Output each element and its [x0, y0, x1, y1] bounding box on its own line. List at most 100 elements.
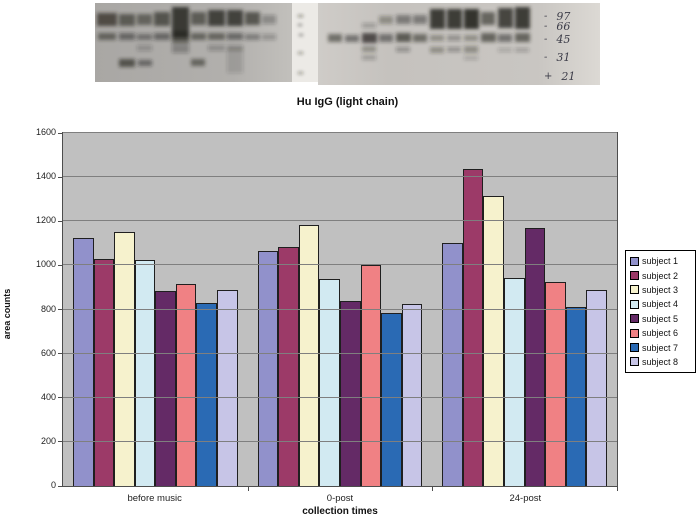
mw-marker: +21 — [544, 70, 575, 83]
x-axis-title: collection times — [302, 506, 378, 517]
bar[interactable] — [545, 281, 566, 486]
molecular-weight-markers: -97 -66 -45 -31 +21 — [540, 3, 600, 85]
gridline — [63, 440, 617, 442]
mw-label: 66 — [556, 20, 571, 33]
mw-marker: -97 — [544, 10, 570, 23]
gridline — [63, 264, 617, 266]
bar[interactable] — [196, 302, 218, 486]
mw-tick: - — [544, 11, 548, 22]
y-tick-label: 1400 — [35, 171, 56, 182]
legend-swatch — [630, 328, 639, 338]
bar-chart: area counts 0 200 400 600 800 1000 1200 1400 160… — [0, 125, 699, 522]
y-tick-label: 400 — [40, 391, 56, 402]
legend-swatch — [630, 299, 639, 309]
gridline — [63, 176, 617, 178]
bar[interactable] — [155, 290, 176, 486]
bar[interactable] — [73, 237, 94, 486]
bar[interactable] — [381, 312, 402, 486]
y-tick-label: 1600 — [35, 127, 56, 137]
bar[interactable] — [93, 258, 115, 486]
y-tick-label: 1200 — [35, 215, 56, 226]
legend-swatch — [630, 256, 639, 266]
legend-item[interactable]: subject 6 — [628, 326, 693, 340]
y-tick-label: 200 — [40, 435, 56, 446]
bar-groups — [63, 133, 617, 486]
bar[interactable] — [134, 259, 156, 486]
bar-group — [63, 133, 248, 486]
legend-label: subject 3 — [642, 284, 679, 295]
bar[interactable] — [401, 303, 423, 486]
y-tick-label: 1000 — [35, 259, 56, 270]
y-tick-label: 800 — [40, 303, 56, 314]
legend-item[interactable]: subject 8 — [628, 355, 693, 369]
bar[interactable] — [524, 227, 546, 486]
legend-item[interactable]: subject 7 — [628, 340, 693, 354]
bar[interactable] — [462, 169, 484, 486]
mw-marker: -31 — [544, 51, 570, 64]
legend-swatch — [630, 357, 639, 367]
legend-swatch — [630, 343, 639, 353]
bar[interactable] — [339, 300, 361, 486]
bar[interactable] — [504, 277, 525, 486]
gridline — [63, 308, 617, 310]
bar[interactable] — [360, 265, 382, 486]
bar-group — [248, 133, 433, 486]
mw-marker: -45 — [544, 33, 570, 46]
mw-label: 21 — [561, 70, 576, 83]
legend-label: subject 1 — [642, 256, 679, 267]
y-axis-tick — [58, 309, 62, 310]
legend-label: subject 7 — [642, 342, 679, 353]
legend: subject 1 subject 2 subject 3 subject 4 subj… — [625, 250, 696, 374]
gridline — [63, 132, 617, 133]
bar[interactable] — [319, 278, 340, 486]
legend-label: subject 2 — [642, 270, 679, 281]
bar[interactable] — [278, 246, 299, 486]
x-axis-tick — [432, 487, 434, 491]
bar[interactable] — [114, 232, 135, 486]
legend-item[interactable]: subject 4 — [628, 297, 693, 311]
plot-area — [58, 132, 618, 491]
gridline — [63, 352, 617, 354]
legend-item[interactable]: subject 2 — [628, 268, 693, 282]
y-axis-title: area counts — [2, 288, 12, 340]
legend-swatch — [630, 285, 639, 295]
legend-swatch — [630, 314, 639, 324]
gridline — [63, 220, 617, 222]
western-blot-image: -97 -66 -45 -31 +21 — [95, 3, 600, 85]
legend-label: subject 4 — [642, 299, 679, 310]
category-label: before music — [127, 493, 182, 504]
mw-tick: + — [544, 71, 553, 82]
bar[interactable] — [298, 224, 320, 486]
bar[interactable] — [217, 289, 238, 486]
mw-label: 31 — [556, 51, 571, 64]
category-label: 0-post — [326, 493, 354, 504]
bar[interactable] — [257, 251, 279, 486]
mw-marker: -66 — [544, 20, 570, 33]
legend-label: subject 5 — [642, 313, 679, 324]
x-axis-tick — [617, 487, 618, 491]
legend-item[interactable]: subject 1 — [628, 254, 693, 268]
mw-tick: - — [544, 52, 548, 63]
y-axis-tick — [58, 397, 62, 399]
mw-label: 97 — [556, 10, 571, 23]
mw-tick: - — [544, 34, 548, 45]
y-axis-tick — [58, 176, 62, 178]
y-axis-tick — [58, 353, 62, 355]
legend-swatch — [630, 271, 639, 281]
blot-graphic — [95, 3, 600, 85]
legend-item[interactable]: subject 3 — [628, 283, 693, 297]
y-tick-label: 0 — [50, 480, 56, 490]
mw-tick: - — [544, 21, 548, 32]
bar[interactable] — [586, 289, 607, 486]
bar[interactable] — [442, 243, 463, 486]
bar[interactable] — [175, 284, 197, 486]
y-axis-tick — [58, 132, 62, 134]
legend-item[interactable]: subject 5 — [628, 312, 693, 326]
bar[interactable] — [483, 195, 505, 486]
y-axis-tick — [58, 264, 62, 266]
legend-label: subject 8 — [642, 356, 679, 367]
category-label: 24-post — [509, 493, 542, 504]
legend-label: subject 6 — [642, 328, 679, 339]
x-axis-tick — [247, 487, 249, 491]
